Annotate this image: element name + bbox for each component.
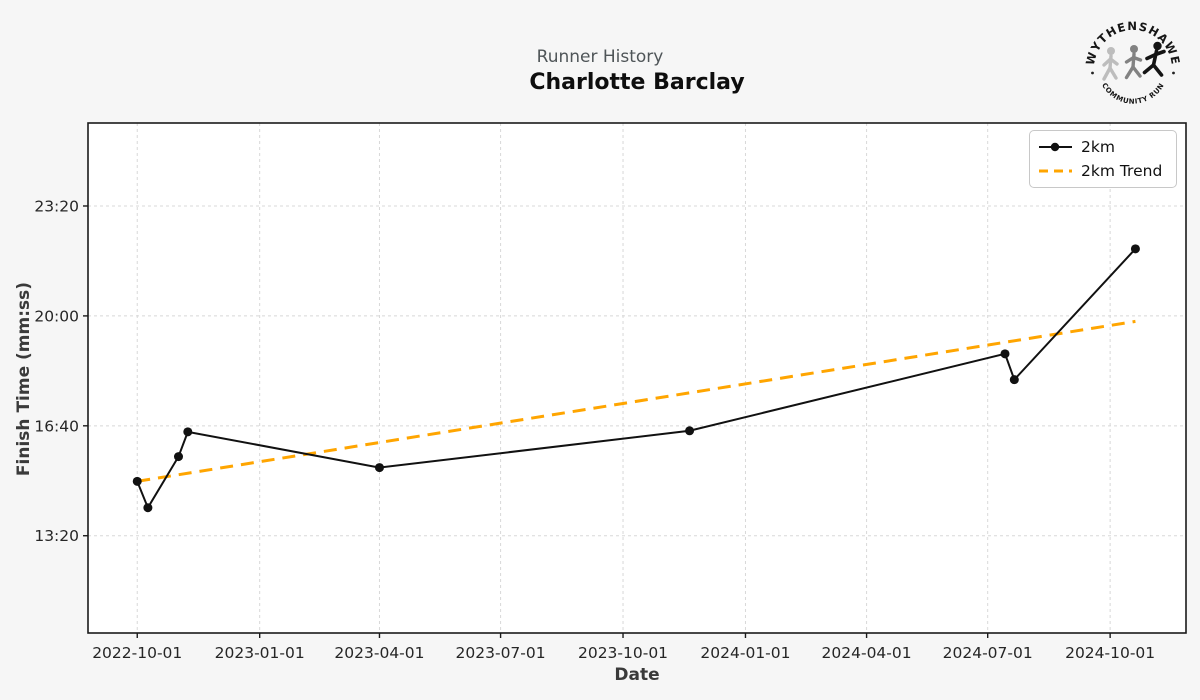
- data-point: [1000, 349, 1010, 359]
- solid-line-marker-icon: [1039, 142, 1072, 152]
- x-axis-title: Date: [614, 665, 660, 685]
- y-tick-label: 20:00: [34, 307, 79, 325]
- legend-label-2km-trend: 2km Trend: [1081, 162, 1163, 180]
- wythenshawe-community-run-logo: WYTHENSHAWE COMMUNITY RUN: [1083, 19, 1182, 106]
- data-point: [1130, 244, 1140, 254]
- logo-left-dot: [1091, 71, 1094, 75]
- chart-legend: 2km 2km Trend: [1029, 130, 1177, 188]
- legend-label-2km: 2km: [1081, 138, 1115, 156]
- x-tick-label: 2022-10-01: [92, 644, 182, 662]
- x-tick-label: 2024-04-01: [822, 644, 912, 662]
- sprinter-figure-icon: [1142, 41, 1166, 77]
- y-tick-label: 16:40: [34, 417, 79, 435]
- trend-line: [137, 319, 1136, 483]
- data-point: [183, 427, 193, 437]
- data-point: [132, 476, 142, 486]
- x-tick-label: 2023-01-01: [215, 644, 305, 662]
- x-tick-label: 2024-07-01: [943, 644, 1033, 662]
- chart-title: Charlotte Barclay: [529, 70, 745, 95]
- walker-figure-icon: [1102, 47, 1119, 81]
- dashed-line-icon: [1039, 169, 1072, 173]
- logo-bottom-text: COMMUNITY RUN: [1100, 82, 1166, 106]
- jogger-figure-icon: [1124, 45, 1143, 80]
- plot-border: [87, 122, 1187, 634]
- data-point: [143, 503, 153, 513]
- x-tick-label: 2023-04-01: [334, 644, 424, 662]
- logo-right-dot: [1172, 71, 1175, 75]
- legend-item-2km: 2km: [1039, 137, 1166, 157]
- data-point: [174, 452, 184, 462]
- x-tick-label: 2023-07-01: [456, 644, 546, 662]
- data-point: [1009, 375, 1019, 385]
- x-tick-label: 2024-10-01: [1065, 644, 1155, 662]
- legend-item-2km-trend: 2km Trend: [1039, 161, 1166, 181]
- x-tick-label: 2024-01-01: [700, 644, 790, 662]
- y-axis-title: Finish Time (mm:ss): [14, 281, 34, 477]
- y-tick-label: 13:20: [34, 527, 79, 545]
- runner-silhouettes-icon: [1102, 41, 1166, 81]
- x-tick-label: 2023-10-01: [578, 644, 668, 662]
- y-tick-label: 23:20: [34, 197, 79, 215]
- data-point: [685, 426, 695, 436]
- plot-area: [88, 123, 1186, 633]
- chart-subtitle: Runner History: [536, 47, 664, 67]
- data-point: [374, 463, 384, 473]
